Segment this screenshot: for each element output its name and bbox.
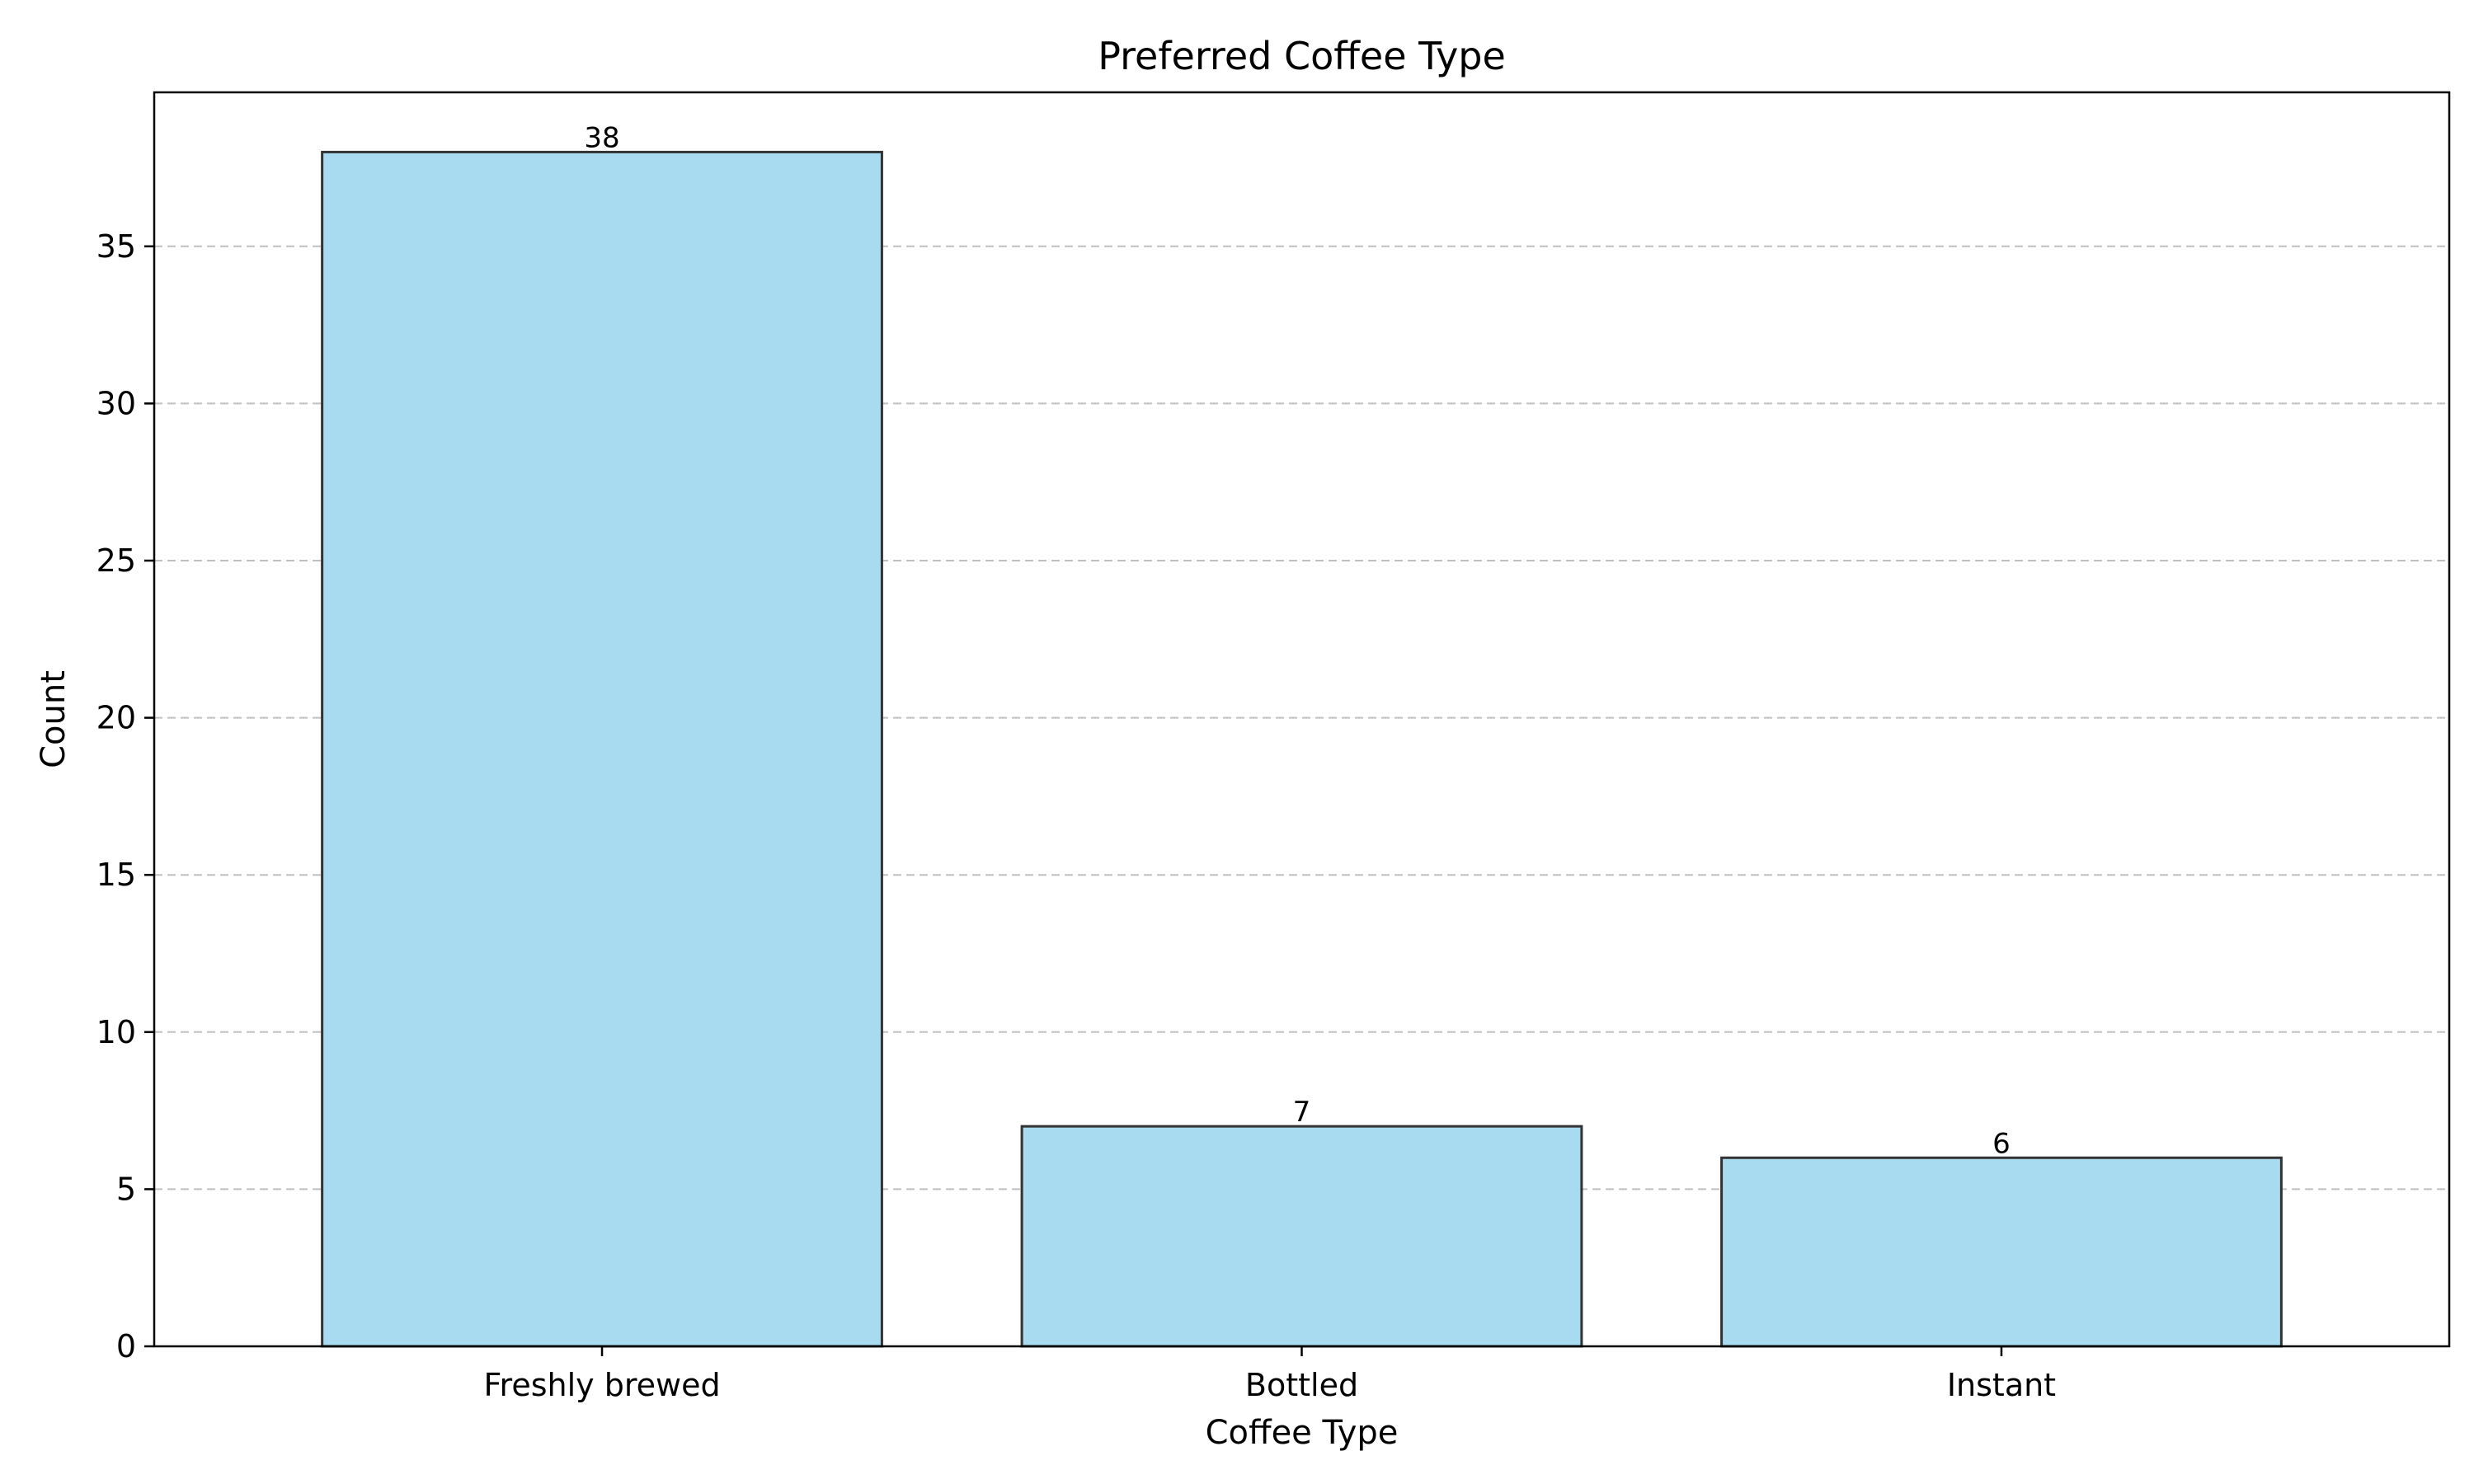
y-axis-title: Count [35,670,73,768]
data-labels-layer: 38 7 6 [584,121,2010,1160]
bar-value-label: 7 [1293,1096,1311,1129]
x-tick-label: Freshly brewed [483,1367,720,1403]
bar-value-label: 38 [584,121,619,154]
bar-value-label: 6 [1992,1127,2011,1160]
y-tick-label: 30 [96,385,136,421]
chart-title: Preferred Coffee Type [1098,34,1506,78]
x-tick-label: Bottled [1245,1367,1358,1403]
y-tick-label: 15 [96,857,136,893]
y-tick-label: 10 [96,1014,136,1050]
bar [1020,1125,1583,1348]
y-tick-label: 20 [96,700,136,736]
bar [321,150,883,1348]
y-tick-label: 5 [116,1171,136,1207]
y-tick-label: 25 [96,542,136,579]
x-tick-label: Instant [1947,1367,2056,1403]
x-axis-title: Coffee Type [1206,1414,1399,1452]
x-axis-ticks: Freshly brewed Bottled Instant [483,1346,2056,1403]
bar [1720,1156,2283,1348]
bars-layer [321,150,2283,1348]
y-tick-label: 35 [96,228,136,265]
y-axis-ticks: 0 5 10 15 20 25 30 35 [96,228,154,1364]
y-tick-label: 0 [116,1328,136,1364]
